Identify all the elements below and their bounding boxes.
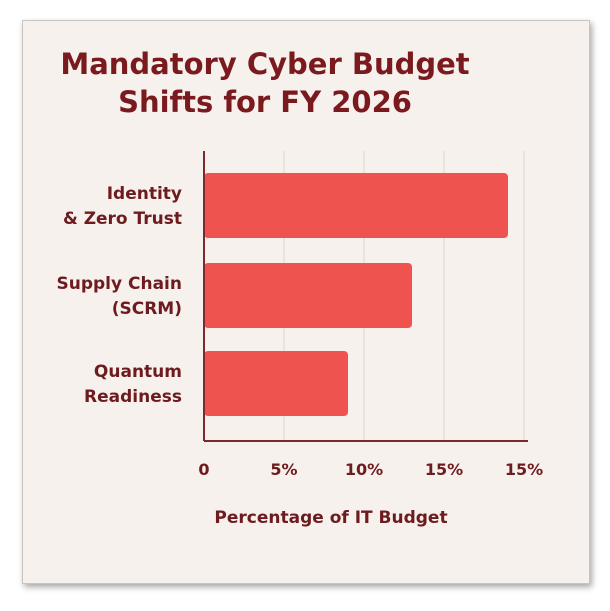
category-label: Supply Chain [57,274,183,294]
category-label: & Zero Trust [63,209,182,229]
x-tick-label: 10% [345,460,383,479]
category-label: (SCRM) [112,299,182,319]
category-label: Identity [107,184,182,204]
title-line-2: Shifts for FY 2026 [118,85,412,119]
title-line-1: Mandatory Cyber Budget [60,47,470,81]
x-tick-label: 15% [505,460,543,479]
x-axis-title: Percentage of IT Budget [214,508,447,528]
bar [204,263,412,328]
x-tick-label: 15% [425,460,463,479]
x-tick-label: 0 [198,460,209,479]
x-tick-label: 5% [270,460,297,479]
category-label: Quantum [94,362,182,382]
bar [204,351,348,416]
category-label: Readiness [84,387,182,407]
bar [204,173,508,238]
chart-title: Mandatory Cyber Budget Shifts for FY 202… [0,45,530,121]
